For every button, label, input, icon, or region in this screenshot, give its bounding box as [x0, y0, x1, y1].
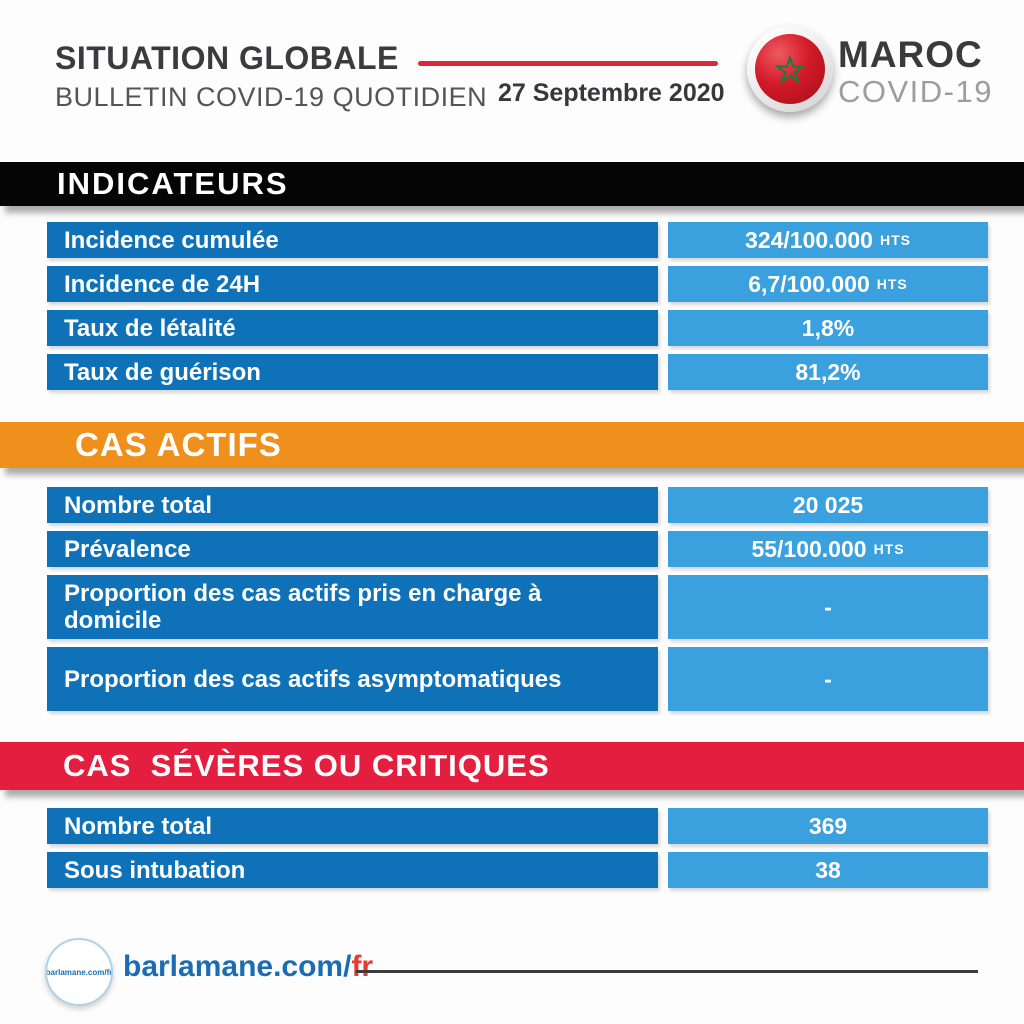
page-subtitle: BULLETIN COVID-19 QUOTIDIEN — [55, 82, 488, 112]
table-row: Nombre total 20 025 — [47, 487, 988, 523]
footer-divider-line — [356, 970, 978, 973]
barlamane-logo: barlamane.com/fr — [45, 938, 113, 1006]
section-banner-cas-severes: CAS SÉVÈRES OU CRITIQUES — [0, 742, 1024, 790]
stat-value: 20 025 — [668, 487, 988, 523]
stat-label: Incidence cumulée — [47, 222, 658, 258]
cas-severes-table: Nombre total 369 Sous intubation 38 — [47, 808, 988, 888]
barlamane-logo-text: barlamane.com/fr — [45, 967, 113, 977]
cas-actifs-table: Nombre total 20 025 Prévalence 55/100.00… — [47, 487, 988, 711]
brand-country: MAROC — [838, 34, 983, 75]
stat-value: - — [668, 575, 988, 639]
stat-label: Taux de guérison — [47, 354, 658, 390]
stat-value: 6,7/100.000 HTS — [668, 266, 988, 302]
table-row: Incidence cumulée 324/100.000 HTS — [47, 222, 988, 258]
table-row: Taux de létalité 1,8% — [47, 310, 988, 346]
section-banner-cas-actifs: CAS ACTIFS — [0, 422, 1024, 468]
footer-site-suffix: fr — [351, 950, 374, 983]
morocco-flag-badge — [747, 26, 833, 112]
stat-label: Proportion des cas actifs pris en charge… — [47, 575, 658, 639]
table-row: Proportion des cas actifs asymptomatique… — [47, 647, 988, 711]
brand-program: COVID-19 — [838, 74, 993, 109]
table-row: Nombre total 369 — [47, 808, 988, 844]
stat-label: Nombre total — [47, 808, 658, 844]
stat-value: 1,8% — [668, 310, 988, 346]
stat-label: Taux de létalité — [47, 310, 658, 346]
stat-value: 38 — [668, 852, 988, 888]
table-row: Proportion des cas actifs pris en charge… — [47, 575, 988, 639]
stat-unit: HTS — [879, 232, 911, 248]
stat-value: - — [668, 647, 988, 711]
stat-value: 81,2% — [668, 354, 988, 390]
stat-unit: HTS — [873, 541, 905, 557]
stat-label: Incidence de 24H — [47, 266, 658, 302]
stat-value: 55/100.000 HTS — [668, 531, 988, 567]
flag-star-icon — [775, 55, 805, 85]
table-row: Sous intubation 38 — [47, 852, 988, 888]
table-row: Incidence de 24H 6,7/100.000 HTS — [47, 266, 988, 302]
stat-unit: HTS — [876, 276, 908, 292]
stat-label: Proportion des cas actifs asymptomatique… — [47, 647, 658, 711]
page-title: SITUATION GLOBALE — [55, 40, 399, 76]
stat-value: 369 — [668, 808, 988, 844]
section-banner-indicateurs: INDICATEURS — [0, 162, 1024, 206]
morocco-flag-icon — [755, 34, 825, 104]
table-row: Prévalence 55/100.000 HTS — [47, 531, 988, 567]
stat-label: Sous intubation — [47, 852, 658, 888]
table-row: Taux de guérison 81,2% — [47, 354, 988, 390]
indicateurs-table: Incidence cumulée 324/100.000 HTS Inciden… — [47, 222, 988, 390]
footer-site-link: barlamane.com/fr — [123, 950, 374, 983]
stat-label: Prévalence — [47, 531, 658, 567]
stat-value: 324/100.000 HTS — [668, 222, 988, 258]
stat-label: Nombre total — [47, 487, 658, 523]
header-divider-line — [418, 61, 718, 66]
bulletin-date: 27 Septembre 2020 — [498, 79, 725, 107]
